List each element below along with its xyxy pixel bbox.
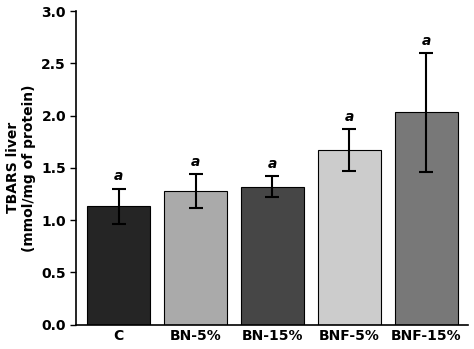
Bar bbox=[318, 150, 381, 325]
Bar bbox=[395, 112, 458, 325]
Text: a: a bbox=[345, 110, 354, 124]
Text: a: a bbox=[191, 155, 201, 169]
Bar bbox=[241, 187, 304, 325]
Y-axis label: TBARS liver
(mmol/mg of protein): TBARS liver (mmol/mg of protein) bbox=[6, 84, 36, 252]
Bar bbox=[164, 191, 227, 325]
Text: a: a bbox=[268, 157, 277, 171]
Text: a: a bbox=[114, 170, 123, 184]
Text: a: a bbox=[421, 34, 431, 47]
Bar bbox=[87, 207, 150, 325]
